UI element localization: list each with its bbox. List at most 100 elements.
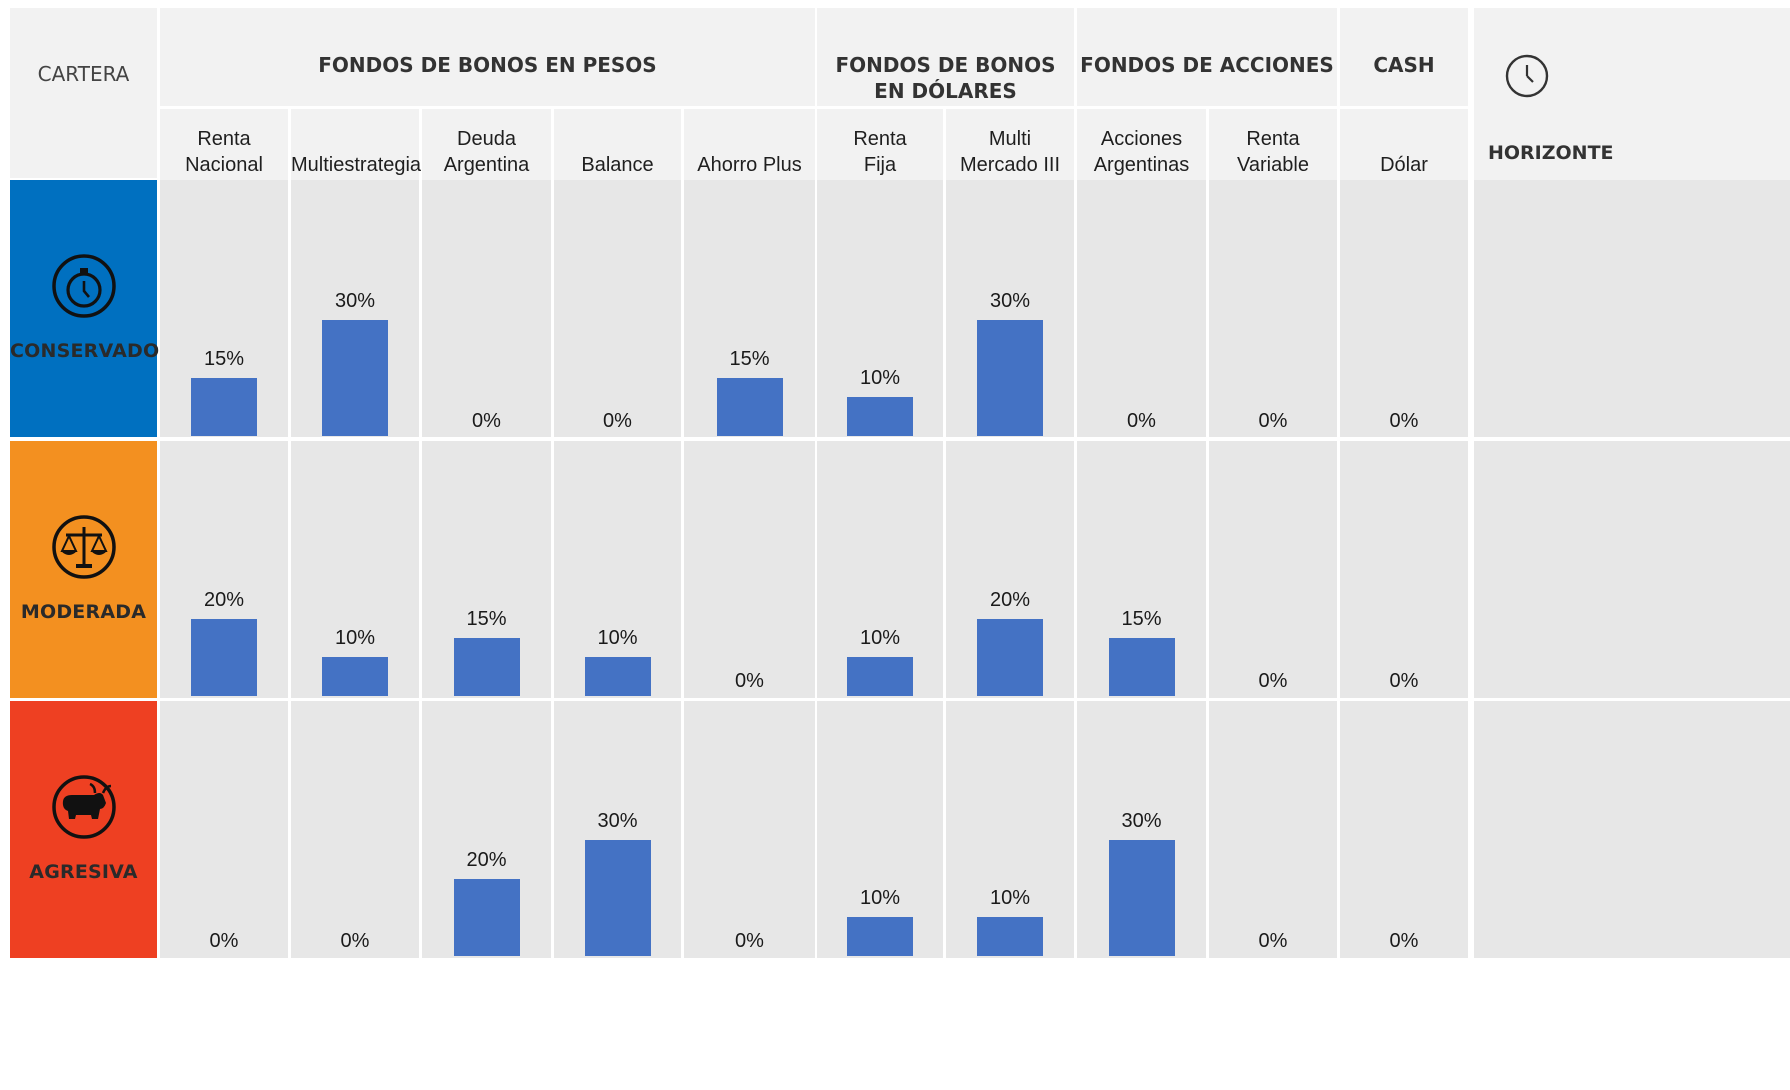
horizonte-label: HORIZONTE [1488, 142, 1614, 164]
group-title: FONDOS DE BONOS EN DÓLARES [835, 53, 1056, 103]
bar [977, 917, 1043, 956]
horizonte-cell [1474, 180, 1790, 437]
bar [322, 320, 388, 436]
data-cell [1340, 180, 1468, 437]
bar [977, 618, 1043, 696]
column-header-cell: Renta Nacional [160, 109, 288, 180]
data-cell [1077, 180, 1206, 437]
data-label: 30% [989, 290, 1031, 312]
bar [584, 657, 651, 696]
data-cell [817, 180, 943, 437]
profile-cell: CONSERVADORA [10, 180, 189, 437]
column-header-label: Multi Mercado III [959, 128, 1061, 176]
data-label: 15% [729, 348, 770, 370]
bar [847, 917, 913, 956]
profile-cell: MODERADA [10, 441, 157, 698]
data-cell [291, 441, 419, 698]
column-header-label: Renta Fija [853, 128, 907, 176]
data-label: 10% [859, 887, 901, 910]
column-header-cell: Deuda Argentina [422, 109, 551, 180]
data-label: 0% [1389, 670, 1419, 692]
horizonte-header-cell: HORIZONTE [1474, 8, 1790, 180]
data-cell [422, 180, 551, 437]
data-label: 20% [203, 588, 245, 611]
data-label: 0% [1127, 410, 1156, 432]
data-label: 0% [1258, 410, 1288, 432]
data-label: 0% [1258, 670, 1288, 692]
column-header-label: Deuda Argentina [443, 128, 530, 176]
bar [584, 840, 651, 956]
clock-icon [1505, 54, 1549, 98]
bull-icon [52, 775, 116, 839]
data-label: 0% [1389, 410, 1419, 432]
bar [453, 638, 520, 696]
horizonte-cell [1474, 441, 1790, 698]
data-label: 30% [1121, 810, 1162, 832]
data-cell [946, 701, 1074, 958]
data-cell [817, 701, 943, 958]
bar [716, 378, 783, 436]
bar [977, 320, 1043, 436]
bar [1108, 840, 1175, 956]
column-header-label: Renta Nacional [185, 128, 263, 176]
data-cell [1209, 180, 1337, 437]
profile-name: MODERADA [20, 601, 147, 623]
bar [453, 878, 520, 956]
column-header-label: Ahorro Plus [697, 154, 802, 176]
column-header-label: Balance [581, 154, 654, 176]
bar [1108, 638, 1175, 696]
data-label: 10% [859, 367, 901, 390]
data-cell [1209, 441, 1337, 698]
column-header-label: Renta Variable [1237, 128, 1309, 176]
data-label: 0% [735, 670, 764, 692]
column-header-label: Acciones Argentinas [1093, 128, 1190, 176]
data-label: 0% [603, 410, 632, 432]
horizonte-cell [1474, 701, 1790, 958]
data-label: 15% [203, 348, 245, 370]
data-label: 0% [1389, 930, 1419, 952]
profile-name: AGRESIVA [29, 861, 138, 883]
data-label: 15% [1121, 608, 1162, 630]
scales-icon [52, 515, 116, 579]
group-header-cell: CASH [1340, 8, 1468, 106]
bar [191, 378, 257, 436]
data-label: 20% [989, 588, 1031, 611]
group-header-cell: FONDOS DE ACCIONES [1077, 8, 1337, 106]
data-label: 0% [340, 930, 370, 952]
data-label: 0% [209, 930, 239, 952]
column-header-label: Dólar [1380, 154, 1428, 176]
group-header-cell: FONDOS DE BONOS EN PESOS [160, 8, 815, 106]
data-label: 30% [597, 810, 638, 832]
cartera-label: CARTERA [37, 62, 130, 86]
data-label: 10% [334, 627, 376, 650]
data-cell [684, 441, 815, 698]
data-cell [291, 701, 419, 958]
column-header-cell: Ahorro Plus [684, 109, 815, 180]
column-header-cell: Multiestrategia [291, 109, 422, 180]
data-label: 10% [597, 627, 638, 650]
group-header-cell: FONDOS DE BONOS EN DÓLARES [817, 8, 1074, 106]
data-label: 30% [334, 290, 376, 312]
data-label: 0% [735, 930, 764, 952]
bar [191, 618, 257, 696]
data-cell [817, 441, 943, 698]
data-label: 10% [859, 627, 901, 650]
column-header-cell: Acciones Argentinas [1077, 109, 1206, 180]
bar [322, 657, 388, 696]
cartera-header-cell: CARTERA [10, 8, 157, 178]
column-header-cell: Renta Fija [817, 109, 943, 180]
column-header-cell: Renta Variable [1209, 109, 1337, 180]
data-cell [684, 701, 815, 958]
column-header-label: Multiestrategia [291, 154, 422, 176]
group-title: CASH [1373, 53, 1435, 77]
group-title: FONDOS DE ACCIONES [1080, 53, 1334, 77]
data-label: 10% [989, 887, 1031, 910]
data-label: 0% [472, 410, 501, 432]
column-header-cell: Dólar [1340, 109, 1468, 180]
data-cell [1340, 441, 1468, 698]
column-header-cell: Multi Mercado III [946, 109, 1074, 180]
data-cell [160, 701, 288, 958]
data-cell [554, 441, 681, 698]
data-label: 20% [466, 848, 507, 871]
